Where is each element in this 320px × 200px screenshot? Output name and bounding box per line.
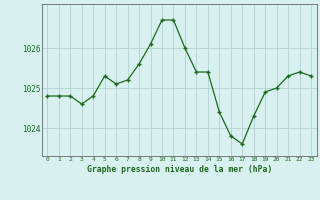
X-axis label: Graphe pression niveau de la mer (hPa): Graphe pression niveau de la mer (hPa) — [87, 165, 272, 174]
